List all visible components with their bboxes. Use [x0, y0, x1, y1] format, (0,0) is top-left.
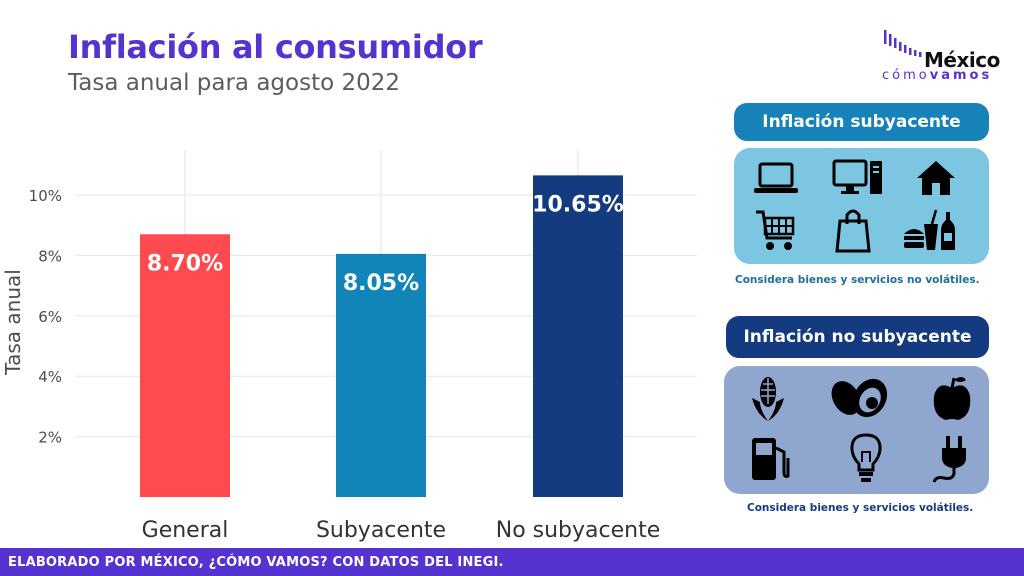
bar	[140, 234, 230, 497]
logo-tagline: cómovamos	[882, 68, 993, 83]
gas-pump-icon	[752, 438, 790, 480]
logo-bars-icon	[884, 30, 922, 57]
apple-icon	[933, 377, 971, 420]
subyacente-panel-title: Inflación subyacente	[734, 103, 989, 141]
x-category-label: General	[142, 518, 229, 543]
y-tick-label: 8%	[38, 247, 62, 265]
footer-credit: ELABORADO POR MÉXICO, ¿CÓMO VAMOS? CON D…	[8, 555, 504, 570]
bar-value-label: 8.70%	[147, 251, 223, 276]
shopping-bag-icon	[835, 209, 871, 253]
no-subyacente-panel-title: Inflación no subyacente	[726, 316, 989, 358]
logo-wordmark: México	[924, 48, 1000, 72]
bar	[336, 253, 426, 497]
lightbulb-icon	[850, 433, 882, 482]
subyacente-note: Considera bienes y servicios no volátile…	[735, 274, 980, 286]
y-tick-label: 4%	[38, 368, 62, 386]
bar-value-label: 8.05%	[343, 271, 419, 296]
y-axis-title: Tasa anual	[1, 269, 25, 376]
page-title: Inflación al consumidor	[68, 28, 483, 66]
subyacente-icons-panel	[734, 148, 989, 264]
y-tick-label: 6%	[38, 308, 62, 326]
shopping-cart-icon	[756, 210, 795, 250]
house-icon	[917, 161, 955, 195]
fast-food-icon	[904, 209, 955, 250]
electric-plug-icon	[932, 436, 966, 483]
bar	[533, 175, 623, 497]
no-subyacente-icons-panel	[724, 366, 989, 494]
no-subyacente-note: Considera bienes y servicios volátiles.	[747, 502, 974, 514]
y-tick-label: 2%	[38, 429, 62, 447]
y-tick-label: 10%	[29, 187, 62, 205]
x-category-label: No subyacente	[496, 518, 661, 543]
bar-value-label: 10.65%	[532, 192, 624, 217]
corn-icon	[752, 377, 784, 421]
desktop-computer-icon	[832, 159, 882, 194]
avocado-icon	[831, 378, 888, 418]
x-category-label: Subyacente	[316, 518, 446, 543]
mexico-como-vamos-logo: México cómovamos	[872, 26, 1002, 88]
page-subtitle: Tasa anual para agosto 2022	[68, 70, 401, 96]
inflation-bar-chart: 2% 4% 6% 8% 10% 8.70% General 8.05% Subyacente 10…	[1, 150, 697, 543]
laptop-icon	[754, 162, 798, 193]
footer-banner: ELABORADO POR MÉXICO, ¿CÓMO VAMOS? CON D…	[0, 548, 1024, 576]
